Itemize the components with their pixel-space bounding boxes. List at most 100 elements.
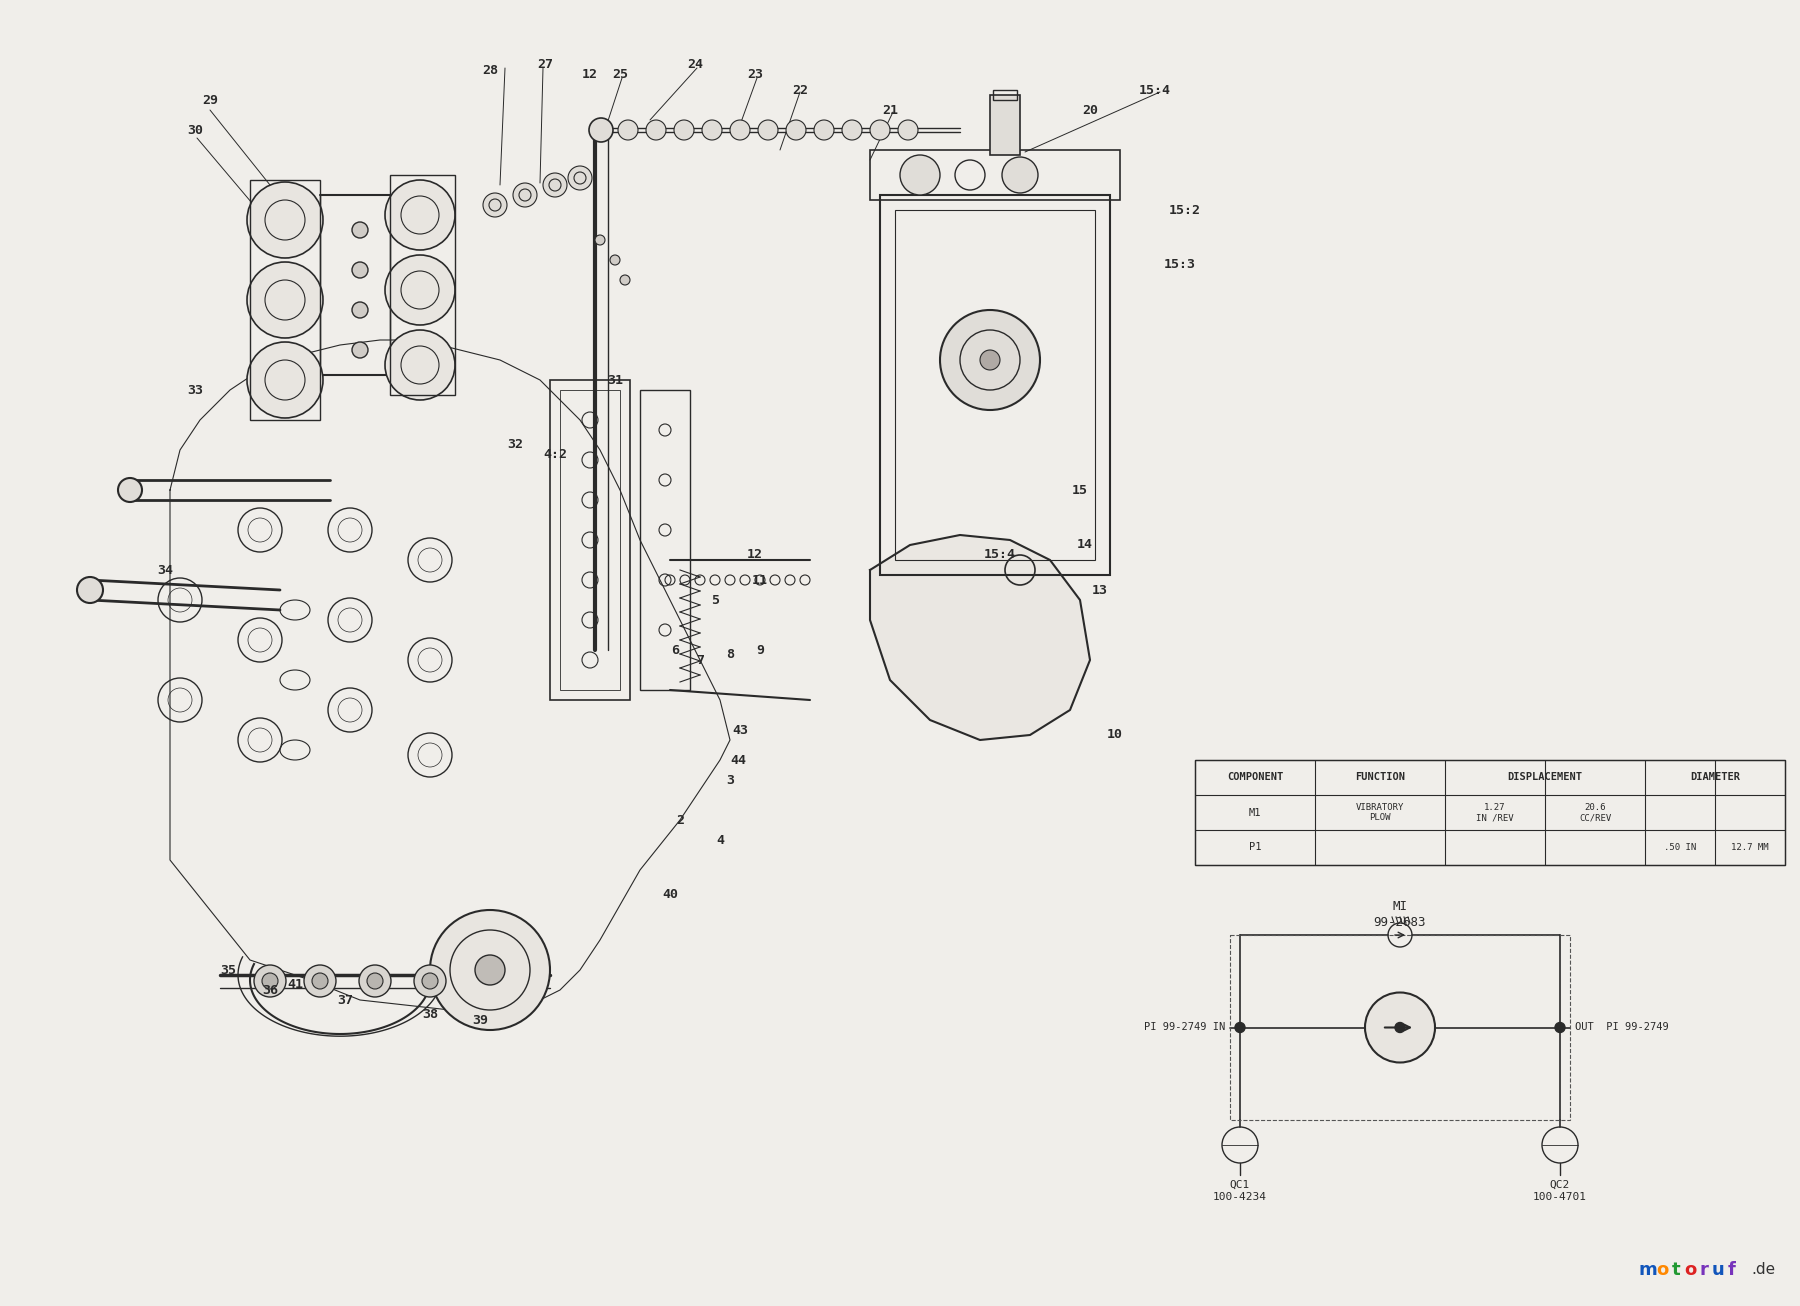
- Circle shape: [254, 965, 286, 996]
- Circle shape: [475, 955, 506, 985]
- Text: 15:4: 15:4: [985, 549, 1015, 562]
- Text: 2: 2: [677, 814, 684, 827]
- Circle shape: [1003, 157, 1039, 193]
- Circle shape: [646, 120, 666, 140]
- Text: 40: 40: [662, 888, 679, 901]
- Bar: [391, 175, 455, 394]
- Text: 20.6
CC/REV: 20.6 CC/REV: [1579, 803, 1611, 823]
- Text: 22: 22: [792, 84, 808, 97]
- Text: 15:2: 15:2: [1168, 204, 1201, 217]
- Text: DISPLACEMENT: DISPLACEMENT: [1508, 773, 1582, 782]
- Text: 15:3: 15:3: [1165, 259, 1195, 272]
- Text: 8: 8: [725, 649, 734, 662]
- Bar: [560, 390, 619, 690]
- Text: m: m: [1638, 1262, 1658, 1279]
- Text: o: o: [1656, 1262, 1669, 1279]
- Circle shape: [869, 120, 889, 140]
- Text: 9: 9: [756, 644, 763, 657]
- Text: o: o: [1683, 1262, 1696, 1279]
- Text: 12: 12: [581, 68, 598, 81]
- Text: 25: 25: [612, 68, 628, 81]
- Bar: [1229, 935, 1570, 1121]
- Circle shape: [590, 120, 610, 140]
- Text: 4:2: 4:2: [544, 448, 567, 461]
- Circle shape: [702, 120, 722, 140]
- Text: .50 IN: .50 IN: [1663, 842, 1696, 852]
- Circle shape: [610, 255, 619, 265]
- Text: u: u: [1712, 1262, 1724, 1279]
- Text: .de: .de: [1751, 1263, 1775, 1277]
- Text: MI: MI: [1393, 901, 1408, 913]
- Text: P1: P1: [1249, 842, 1262, 853]
- Bar: [895, 210, 1094, 560]
- Text: QC2
100-4701: QC2 100-4701: [1534, 1181, 1588, 1202]
- Text: 12: 12: [747, 549, 763, 562]
- Circle shape: [430, 910, 551, 1030]
- Circle shape: [414, 965, 446, 996]
- Text: 6: 6: [671, 644, 679, 657]
- Text: 4: 4: [716, 833, 724, 846]
- Text: FUNCTION: FUNCTION: [1355, 773, 1406, 782]
- Circle shape: [544, 172, 567, 197]
- Circle shape: [814, 120, 833, 140]
- Text: 1.27
IN /REV: 1.27 IN /REV: [1476, 803, 1514, 823]
- Text: COMPONENT: COMPONENT: [1228, 773, 1283, 782]
- Text: 10: 10: [1107, 729, 1123, 742]
- Circle shape: [787, 120, 806, 140]
- Text: 35: 35: [220, 964, 236, 977]
- Text: VIBRATORY
PLOW: VIBRATORY PLOW: [1355, 803, 1404, 823]
- Text: 41: 41: [286, 978, 302, 991]
- Text: 13: 13: [1093, 584, 1109, 597]
- Circle shape: [589, 118, 614, 142]
- Text: 39: 39: [472, 1013, 488, 1027]
- Bar: [1195, 760, 1786, 865]
- Circle shape: [673, 120, 695, 140]
- Circle shape: [247, 342, 322, 418]
- Text: 7: 7: [697, 653, 704, 666]
- Text: 14: 14: [1076, 538, 1093, 551]
- Text: 28: 28: [482, 64, 499, 77]
- Text: 31: 31: [607, 374, 623, 387]
- Circle shape: [358, 965, 391, 996]
- Circle shape: [900, 155, 940, 195]
- Circle shape: [119, 478, 142, 502]
- Text: 15: 15: [1073, 483, 1087, 496]
- Text: 12.7 MM: 12.7 MM: [1732, 842, 1769, 852]
- Circle shape: [421, 973, 437, 989]
- Text: 38: 38: [421, 1008, 437, 1021]
- Circle shape: [842, 120, 862, 140]
- Circle shape: [617, 120, 637, 140]
- Text: f: f: [1728, 1262, 1735, 1279]
- Polygon shape: [869, 535, 1091, 741]
- Text: PI 99-2749 IN: PI 99-2749 IN: [1143, 1023, 1226, 1033]
- Circle shape: [569, 166, 592, 189]
- Text: QC1
100-4234: QC1 100-4234: [1213, 1181, 1267, 1202]
- Text: 5: 5: [711, 593, 718, 606]
- Text: 30: 30: [187, 124, 203, 137]
- Circle shape: [385, 330, 455, 400]
- Circle shape: [385, 180, 455, 249]
- Circle shape: [367, 973, 383, 989]
- Text: 37: 37: [337, 994, 353, 1007]
- Circle shape: [77, 577, 103, 603]
- Text: 3: 3: [725, 773, 734, 786]
- Circle shape: [513, 183, 536, 206]
- Text: 24: 24: [688, 59, 704, 72]
- Text: t: t: [1672, 1262, 1681, 1279]
- Bar: [869, 150, 1120, 200]
- Circle shape: [385, 255, 455, 325]
- Bar: [994, 90, 1017, 101]
- Text: r: r: [1699, 1262, 1708, 1279]
- Circle shape: [596, 235, 605, 246]
- Bar: [250, 180, 320, 421]
- Text: 20: 20: [1082, 103, 1098, 116]
- Text: M1: M1: [1249, 807, 1262, 818]
- Text: 27: 27: [536, 59, 553, 72]
- Circle shape: [263, 973, 277, 989]
- Circle shape: [979, 350, 1001, 370]
- Text: 21: 21: [882, 103, 898, 116]
- Circle shape: [940, 310, 1040, 410]
- Bar: [551, 380, 630, 700]
- Circle shape: [353, 302, 367, 317]
- Text: OUT  PI 99-2749: OUT PI 99-2749: [1575, 1023, 1669, 1033]
